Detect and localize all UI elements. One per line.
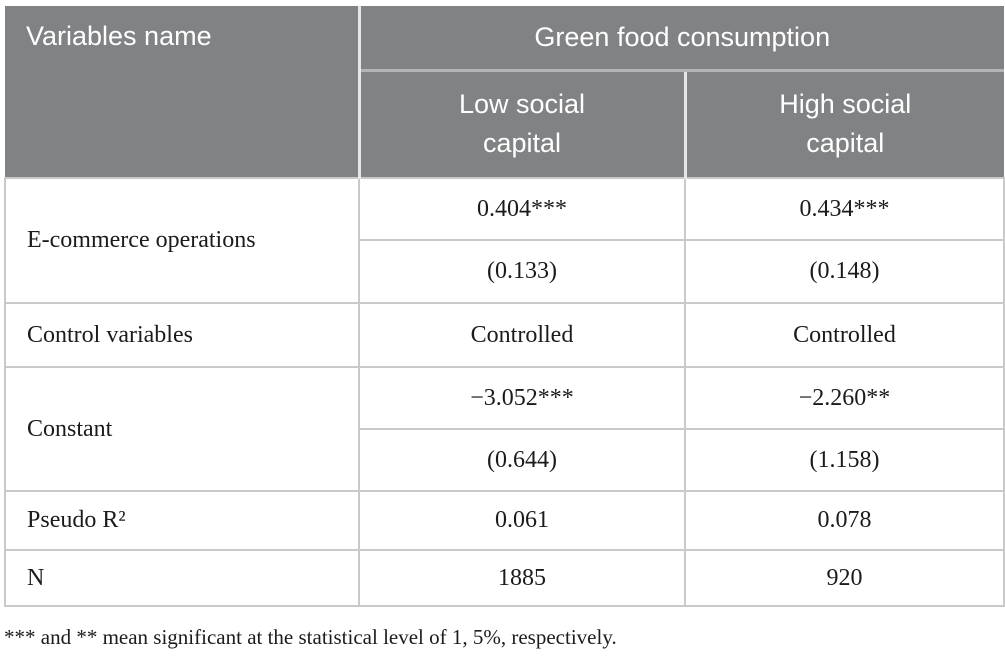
cell-constant-high-coefficient: −2.260** [684, 366, 1005, 430]
header-high-social-capital-label: High social capital [779, 89, 912, 159]
cell-ecommerce-low-stderr: (0.133) [358, 239, 686, 304]
row-label-control-variables: Control variables [4, 302, 360, 368]
cell-pseudo-r2-low: 0.061 [358, 490, 686, 551]
table-row: E-commerce operations 0.404*** 0.434*** [4, 177, 1005, 304]
header-group-green-food-consumption: Green food consumption [359, 6, 1004, 72]
header-variables-name: Variables name [5, 6, 361, 178]
header-high-social-capital: High social capital [685, 70, 1004, 178]
row-label-constant: Constant [4, 366, 360, 492]
cell-constant-low-coefficient: −3.052*** [358, 366, 686, 430]
table-body: E-commerce operations 0.404*** 0.434*** … [4, 177, 1005, 607]
table-row: Constant −3.052*** −2.260** [4, 366, 1005, 492]
table-row: N 1885 920 [4, 549, 1005, 607]
cell-pseudo-r2-high: 0.078 [684, 490, 1005, 551]
cell-ecommerce-high-coefficient: 0.434*** [684, 177, 1005, 241]
cell-constant-low-stderr: (0.644) [358, 428, 686, 492]
cell-n-low: 1885 [358, 549, 686, 607]
table-row: (0.644) (1.158) [5, 428, 1005, 492]
cell-ecommerce-low-coefficient: 0.404*** [358, 177, 686, 241]
header-low-social-capital: Low social capital [359, 70, 687, 178]
row-label-pseudo-r2: Pseudo R² [4, 490, 360, 551]
cell-control-low: Controlled [358, 302, 686, 368]
significance-footnote: *** and ** mean significant at the stati… [4, 625, 617, 649]
cell-constant-high-stderr: (1.158) [684, 428, 1005, 492]
row-label-ecommerce-operations: E-commerce operations [4, 177, 360, 304]
cell-ecommerce-high-stderr: (0.148) [684, 239, 1005, 304]
table-row: (0.133) (0.148) [5, 239, 1005, 304]
cell-control-high: Controlled [684, 302, 1005, 368]
row-label-n: N [4, 549, 360, 607]
table-header: Variables name Green food consumption Lo… [5, 6, 1004, 178]
cell-n-high: 920 [684, 549, 1005, 607]
header-low-social-capital-label: Low social capital [458, 89, 586, 159]
table-row: Pseudo R² 0.061 0.078 [4, 490, 1005, 551]
regression-results-table: Variables name Green food consumption Lo… [4, 6, 1005, 607]
table-row: Control variables Controlled Controlled [4, 302, 1005, 368]
